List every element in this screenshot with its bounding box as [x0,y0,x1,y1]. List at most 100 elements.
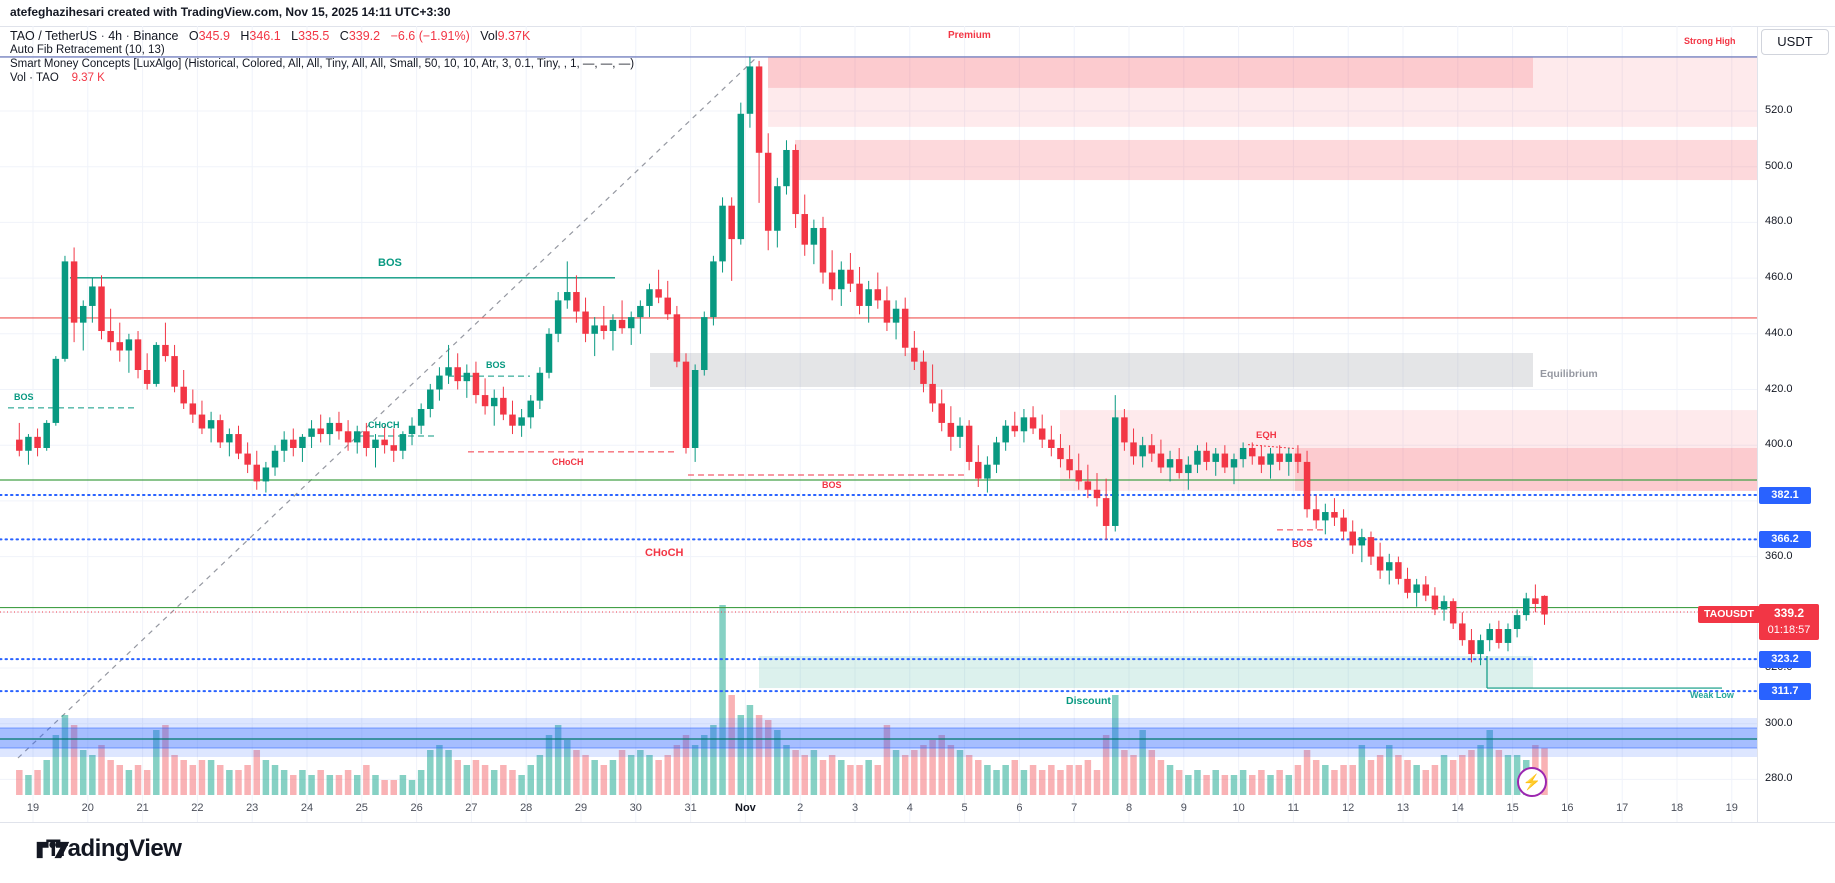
time-axis-day-label: 27 [465,802,478,814]
label-bos: BOS [486,360,506,370]
interval-label[interactable]: 4h [108,29,123,43]
label-equilibrium: Equilibrium [1540,368,1598,380]
lightning-boost-button[interactable]: ⚡ [1517,767,1547,797]
label-premium: Premium [948,30,991,41]
candle-countdown: 01:18:57 [1767,623,1811,636]
price-level-badge-382.1[interactable]: 382.1 [1759,486,1811,504]
time-axis-month-label: Nov [735,802,756,814]
time-axis-day-label: 2 [797,802,804,814]
tradingview-logo-text: TradingView [46,835,182,862]
price-axis[interactable]: USDT 520.0 500.0 480.0 460.0 440.0 420.0 400.0… [1757,0,1835,883]
time-axis-day-label: 14 [1451,802,1464,814]
time-axis-day-label: 29 [574,802,588,814]
change-value: −6.6 (−1.91%) [390,29,470,43]
supply-zone-mid-light [1060,410,1757,491]
last-price-value: 339.2 [1773,605,1805,620]
currency-toggle-button[interactable]: USDT [1761,29,1829,55]
time-axis-day-label: 30 [629,802,642,814]
label-bos: BOS [822,480,842,490]
price-tick-label: 400.0 [1765,438,1793,451]
time-axis-day-label: 6 [1016,802,1023,814]
grid [0,26,1757,822]
price-level-badge-311.7[interactable]: 311.7 [1759,682,1811,700]
time-axis-day-label: 24 [300,802,314,814]
time-axis-day-label: 5 [961,802,968,814]
time-axis-day-label: 4 [906,802,913,814]
time-axis-day-label: 9 [1180,802,1187,814]
label-bos: BOS [14,392,34,402]
time-axis-day-label: 23 [246,802,259,814]
smc-structure-lines [8,277,1722,689]
price-lines [0,56,1758,693]
time-axis-day-label: 11 [1287,802,1300,814]
indicator-smart-money-concepts[interactable]: Smart Money Concepts [LuxAlgo] (Historic… [10,58,635,70]
ohlc-low-label: L [291,29,299,43]
time-axis-day-label: 20 [81,802,94,814]
ohlc-high-label: H [240,29,250,43]
smc-zones [650,56,1757,689]
ohlc-high-value: 346.1 [249,29,281,43]
time-axis-day-label: 17 [1616,802,1629,814]
symbol-price-tag: TAOUSDT [1698,605,1760,623]
time-axis-day-label: 10 [1232,802,1245,814]
label-bos: BOS [378,257,402,269]
time-axis-day-label: 19 [26,802,40,814]
time-axis-day-label: 26 [410,802,423,814]
time-axis-day-label: 15 [1506,802,1519,814]
label-choch: CHoCH [552,457,584,467]
price-level-badge-366.2[interactable]: 366.2 [1759,530,1811,548]
last-price-badge[interactable]: 339.2 01:18:57 [1759,603,1819,640]
price-axis-separator [1757,26,1758,822]
label-choch: CHoCH [368,420,400,430]
premium-zone-dark [768,56,1533,88]
time-axis-day-label: 22 [191,802,204,814]
price-tick-label: 440.0 [1765,326,1793,339]
supply-zone-upper [795,139,1757,181]
time-axis-day-label: 19 [1725,802,1738,814]
price-tick-label: 300.0 [1765,716,1793,729]
time-axis-day-label: 21 [136,802,149,814]
price-level-badge-323.2[interactable]: 323.2 [1759,650,1811,668]
price-tick-label: 280.0 [1765,772,1793,785]
volume-indicator-value: 9.37 K [71,72,105,84]
symbol-name[interactable]: TAO / TetherUS [10,29,98,43]
time-axis-day-label: 3 [851,802,859,814]
price-tick-label: 460.0 [1765,271,1793,284]
symbol-legend-row[interactable]: TAO / TetherUS · 4h · Binance O345.9 H34… [10,29,531,43]
time-axis-day-label: 16 [1561,802,1574,814]
time-axis-day-label: 12 [1342,802,1355,814]
ohlc-open-value: 345.9 [198,29,230,43]
tradingview-logo-icon [36,841,70,859]
equilibrium-zone [650,353,1533,387]
price-tick-label: 500.0 [1765,159,1793,172]
label-eqh: EQH [1256,430,1277,441]
ohlc-open-label: O [188,29,199,43]
time-axis-day-label: 31 [684,802,697,814]
indicator-volume[interactable]: Vol · TAO 9.37 K [10,72,105,84]
price-tick-label: 360.0 [1765,549,1793,562]
volume-ma-bands [0,718,1757,757]
chart-text-labels: BOS BOS BOS CHoCH CHoCH BOS CHoCH EQH BOS Premium… [14,30,1736,707]
label-discount: Discount [1066,695,1111,707]
volume-indicator-label: Vol · TAO [10,72,59,84]
time-axis-day-label: 8 [1125,802,1133,814]
price-tick-label: 480.0 [1765,215,1793,228]
price-tick-label: 520.0 [1765,104,1793,116]
ohlc-low-value: 335.5 [298,29,330,43]
indicator-auto-fib[interactable]: Auto Fib Retracement (10, 13) [10,44,165,56]
attribution-text: atefeghazihesari created with TradingVie… [10,5,451,19]
ohlc-close-value: 339.2 [348,29,381,43]
label-choch: CHoCH [645,547,684,559]
volume-label: Vol [480,29,498,43]
label-weak-low: Weak Low [1690,690,1735,700]
discount-zone [759,656,1533,689]
tradingview-logo[interactable]: TradingView [36,835,182,863]
time-axis-separator [0,822,1835,823]
exchange-label[interactable]: Binance [133,29,179,43]
time-axis-day-label: 7 [1071,802,1078,814]
time-axis-day-label: 13 [1396,802,1410,814]
volume-value: 9.37K [497,29,531,43]
ohlc-close-label: C [339,29,349,43]
